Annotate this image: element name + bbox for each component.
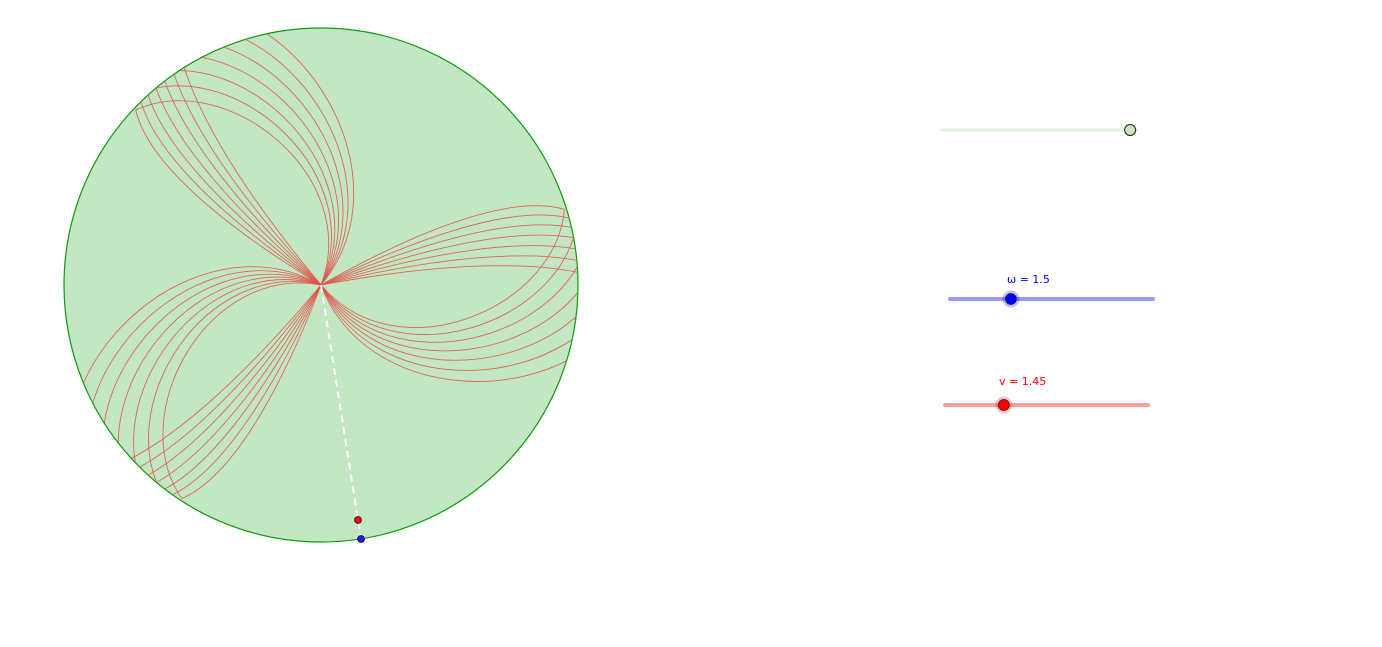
omega-slider-knob[interactable] xyxy=(1005,293,1017,305)
trajectory-trace xyxy=(320,220,578,335)
trajectory-trace xyxy=(164,284,322,499)
trajectory-trace xyxy=(320,209,565,328)
animation-slider[interactable] xyxy=(939,124,1138,136)
trajectory-trace xyxy=(320,214,578,286)
omega-slider-label: ω = 1.5 xyxy=(1007,273,1050,286)
trajectory-trace xyxy=(175,28,354,286)
trajectory-trace xyxy=(320,261,578,361)
trajectory-trace xyxy=(320,246,578,352)
trajectory-trace xyxy=(148,281,322,499)
trajectory-trace xyxy=(320,232,578,343)
trajectory-trace xyxy=(135,100,329,286)
trajectory-trace xyxy=(320,224,578,286)
trajectory-trace xyxy=(135,109,322,286)
trajectory-trace xyxy=(143,70,335,286)
v-slider-label: v = 1.45 xyxy=(999,375,1047,388)
trajectory-trace xyxy=(149,58,322,286)
trajectory-trace xyxy=(320,234,578,286)
trajectory-trace xyxy=(129,284,322,495)
radius-dashed-line xyxy=(320,284,362,540)
trajectory-trace xyxy=(320,245,578,286)
animation-slider-knob[interactable] xyxy=(1124,124,1137,136)
trajectory-trace xyxy=(320,277,578,371)
trajectory-trace xyxy=(143,76,322,286)
moving-point[interactable] xyxy=(354,516,362,524)
trajectory-trace xyxy=(138,85,332,286)
v-slider-knob[interactable] xyxy=(997,399,1010,411)
trajectory-trace xyxy=(320,255,578,286)
trajectory-trace xyxy=(165,28,349,286)
trajectory-trace xyxy=(320,205,565,286)
trajectory-trace xyxy=(162,282,322,499)
trajectory-trace xyxy=(320,265,578,295)
v-slider[interactable] xyxy=(943,396,1150,414)
omega-slider[interactable] xyxy=(948,290,1155,308)
trajectory-trace xyxy=(133,279,322,497)
trajectory-trace xyxy=(138,93,322,286)
rim-point[interactable] xyxy=(357,535,365,543)
trajectory-trace xyxy=(320,284,578,382)
trajectory-trace xyxy=(181,284,322,499)
trajectory-trace xyxy=(146,284,322,498)
